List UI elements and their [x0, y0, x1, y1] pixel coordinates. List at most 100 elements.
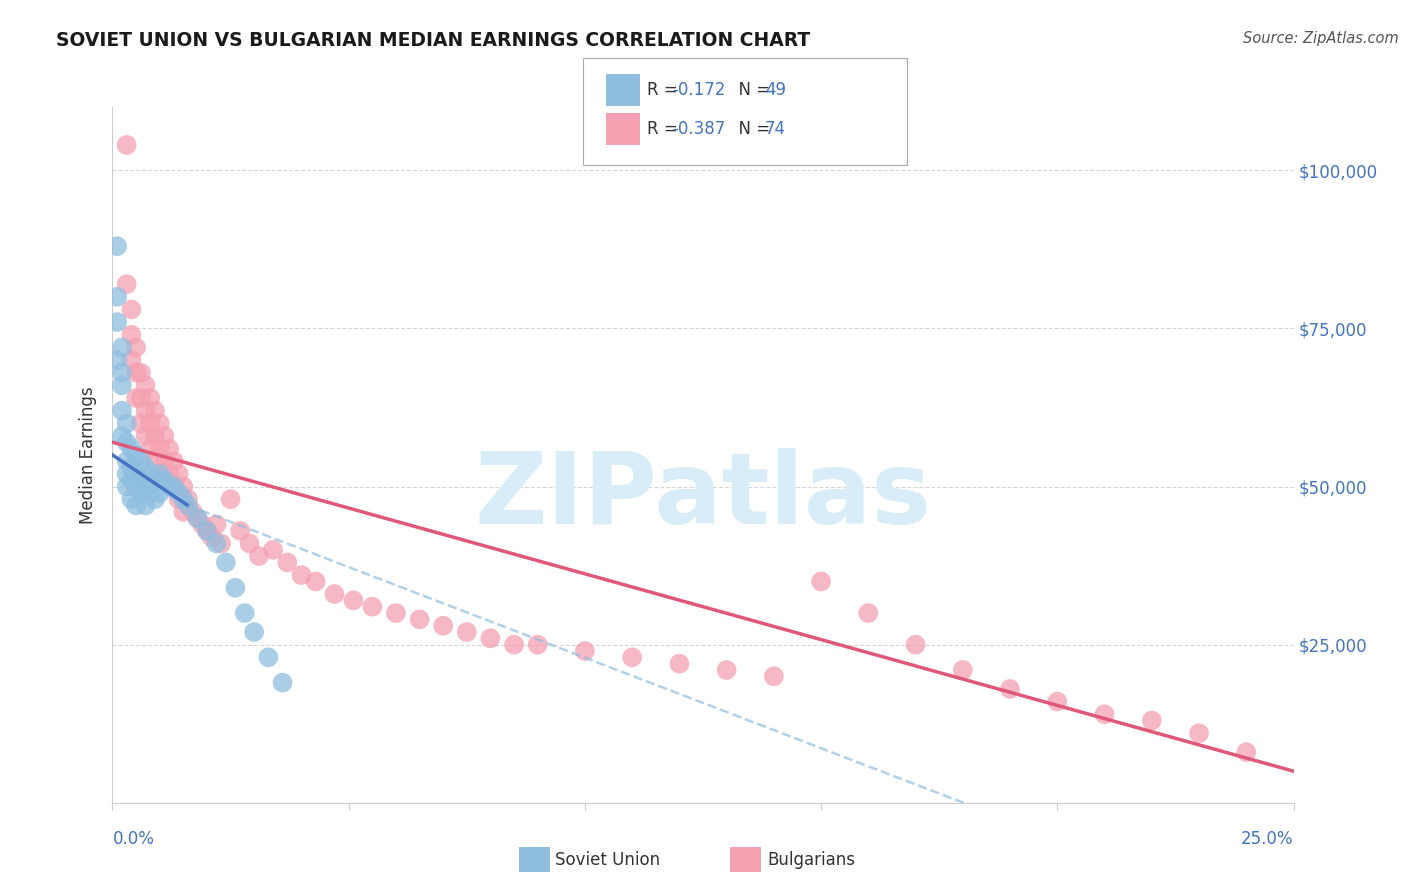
Point [143, 473, 166, 487]
Point [621, 650, 644, 665]
Point [574, 644, 596, 658]
Point [149, 486, 172, 500]
Point [125, 391, 148, 405]
Point [115, 417, 138, 431]
Point [998, 681, 1021, 696]
Text: -0.387: -0.387 [672, 120, 725, 138]
Point [115, 435, 138, 450]
Point [201, 530, 224, 544]
Point [157, 467, 180, 481]
Text: N =: N = [728, 81, 776, 99]
Point [224, 581, 246, 595]
Point [205, 536, 228, 550]
Point [172, 492, 194, 507]
Point [157, 479, 180, 493]
Point [163, 479, 186, 493]
Text: 74: 74 [765, 120, 786, 138]
Point [810, 574, 832, 589]
Point [105, 290, 128, 304]
Point [262, 542, 284, 557]
Text: Bulgarians: Bulgarians [768, 851, 856, 869]
Text: R =: R = [647, 120, 683, 138]
Point [153, 473, 176, 487]
Point [952, 663, 974, 677]
Point [276, 556, 298, 570]
Point [111, 378, 134, 392]
Point [105, 353, 128, 368]
Point [149, 467, 172, 481]
Point [257, 650, 280, 665]
Point [229, 524, 252, 538]
Point [186, 511, 208, 525]
Point [125, 448, 148, 462]
Point [191, 517, 214, 532]
Point [125, 340, 148, 354]
Point [271, 675, 294, 690]
Point [238, 536, 260, 550]
Point [139, 442, 162, 456]
Point [115, 138, 138, 153]
Point [233, 606, 256, 620]
Point [215, 556, 238, 570]
Point [135, 479, 157, 493]
Point [115, 277, 138, 292]
Point [149, 417, 172, 431]
Point [668, 657, 690, 671]
Point [135, 499, 157, 513]
Point [385, 606, 408, 620]
Point [139, 391, 162, 405]
Point [125, 366, 148, 380]
Point [219, 492, 242, 507]
Point [139, 486, 162, 500]
Y-axis label: Median Earnings: Median Earnings [79, 386, 97, 524]
Point [129, 366, 152, 380]
Point [135, 378, 157, 392]
Point [129, 391, 152, 405]
Point [111, 429, 134, 443]
Point [172, 505, 194, 519]
Text: 49: 49 [765, 81, 786, 99]
Point [139, 467, 162, 481]
Point [181, 505, 204, 519]
Point [167, 467, 190, 481]
Point [105, 315, 128, 329]
Point [125, 499, 148, 513]
Point [129, 486, 152, 500]
Point [177, 499, 200, 513]
Point [120, 460, 142, 475]
Point [143, 492, 166, 507]
Point [111, 403, 134, 417]
Text: -0.172: -0.172 [672, 81, 725, 99]
Point [323, 587, 346, 601]
Point [163, 454, 186, 468]
Point [153, 429, 176, 443]
Point [111, 366, 134, 380]
Point [120, 302, 142, 317]
Point [120, 327, 142, 342]
Point [408, 612, 430, 626]
Point [143, 403, 166, 417]
Text: ZIPatlas: ZIPatlas [475, 448, 931, 545]
Text: 0.0%: 0.0% [112, 830, 155, 847]
Point [195, 524, 218, 538]
Point [361, 599, 384, 614]
Point [125, 467, 148, 481]
Point [1188, 726, 1211, 740]
Point [120, 353, 142, 368]
Point [456, 625, 478, 640]
Point [143, 454, 166, 468]
Point [111, 340, 134, 354]
Point [139, 417, 162, 431]
Point [135, 429, 157, 443]
Point [1046, 695, 1069, 709]
Point [716, 663, 738, 677]
Point [479, 632, 502, 646]
Point [163, 479, 186, 493]
Point [177, 492, 200, 507]
Point [129, 473, 152, 487]
Point [304, 574, 326, 589]
Point [115, 479, 138, 493]
Point [129, 417, 152, 431]
Point [135, 403, 157, 417]
Point [1140, 714, 1163, 728]
